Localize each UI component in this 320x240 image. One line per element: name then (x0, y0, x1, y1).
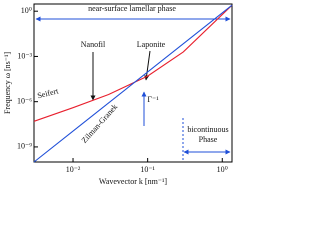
annotation: Nanofil (81, 40, 106, 49)
x-tick-label: 10⁰ (217, 165, 228, 174)
x-tick-label: 10⁻² (66, 165, 81, 174)
y-tick-label: 10⁻³ (17, 51, 32, 60)
annotation: Phase (199, 135, 218, 144)
annotation: near-surface lamellar phase (88, 4, 176, 13)
y-tick-label: 10⁻⁹ (17, 142, 32, 151)
x-tick-label: 10⁻¹ (140, 165, 155, 174)
legend-label: Seifert (36, 86, 60, 100)
legend-label: Zilman-Granek (80, 102, 120, 145)
annotation: bicontinuous (187, 125, 228, 134)
series-line (33, 4, 233, 122)
annotation: Laponite (137, 40, 166, 49)
y-tick-label: 10⁰ (21, 6, 32, 15)
y-tick-label: 10⁻⁶ (17, 97, 32, 106)
y-axis-label: Frequency ω [ns⁻¹] (3, 52, 12, 114)
annotation: Γ⁻¹ (147, 95, 159, 104)
plot-frame (33, 3, 233, 163)
x-axis-label: Wavevector k [nm⁻¹] (99, 177, 168, 186)
laponite-arrow (144, 50, 151, 81)
chart: Wavevector k [nm⁻¹] Frequency ω [ns⁻¹] 1… (3, 3, 233, 186)
series-line (33, 4, 233, 163)
